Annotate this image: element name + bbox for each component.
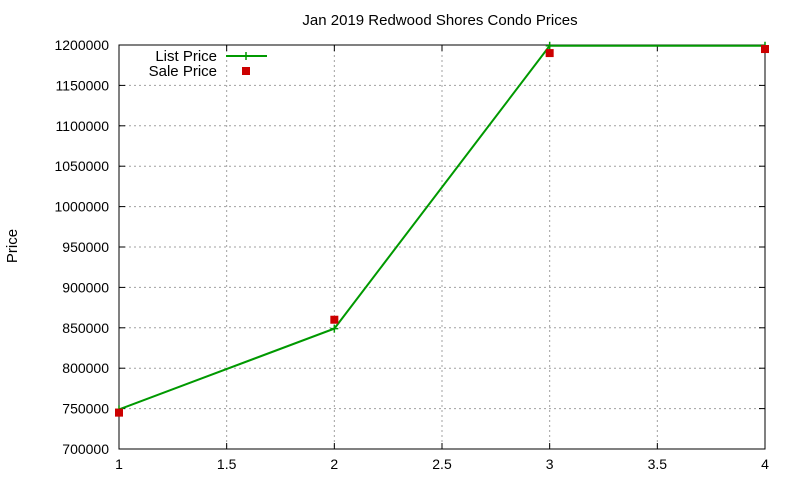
x-tick-label: 3 bbox=[546, 456, 554, 472]
legend-swatch-list-price-marker bbox=[242, 52, 250, 60]
x-tick-label: 1.5 bbox=[217, 456, 237, 472]
y-tick-label: 1050000 bbox=[54, 158, 109, 174]
legend-label-sale-price: Sale Price bbox=[149, 63, 217, 80]
grid-lines bbox=[119, 45, 765, 449]
legend-label-list-price: List Price bbox=[155, 48, 217, 65]
y-tick-label: 1000000 bbox=[54, 199, 109, 215]
y-tick-label: 1200000 bbox=[54, 37, 109, 53]
x-tick-label: 2 bbox=[330, 456, 338, 472]
data-series bbox=[115, 41, 769, 417]
y-tick-label: 800000 bbox=[62, 360, 109, 376]
legend-swatch-sale-price-marker bbox=[242, 67, 250, 75]
x-tick-label: 1 bbox=[115, 456, 123, 472]
list-price-line bbox=[118, 44, 765, 411]
x-tick-label: 2.5 bbox=[432, 456, 452, 472]
legend: List Price Sale Price bbox=[149, 48, 267, 80]
y-tick-label: 1150000 bbox=[56, 77, 110, 93]
y-tick-label: 850000 bbox=[62, 320, 109, 336]
sale-price-point bbox=[545, 49, 554, 58]
list-price-point bbox=[545, 41, 554, 50]
sale-price-point bbox=[761, 45, 769, 54]
sale-price-point bbox=[330, 315, 339, 324]
x-tick-label: 3.5 bbox=[648, 456, 668, 472]
y-tick-label: 900000 bbox=[62, 279, 109, 295]
x-tick-labels: 1 1.5 2 2.5 3 3.5 4 bbox=[115, 456, 769, 472]
y-tick-label: 700000 bbox=[62, 441, 109, 457]
y-tick-labels: 700000 750000 800000 850000 900000 950000 1000… bbox=[54, 37, 109, 457]
list-price-point bbox=[330, 324, 339, 333]
y-axis-label: Price bbox=[4, 229, 21, 263]
y-tick-label: 950000 bbox=[62, 239, 109, 255]
chart-title: Jan 2019 Redwood Shores Condo Prices bbox=[302, 12, 577, 29]
y-tick-label: 1100000 bbox=[56, 118, 110, 134]
x-tick-label: 4 bbox=[761, 456, 769, 472]
y-tick-label: 750000 bbox=[62, 401, 109, 417]
sale-price-point bbox=[115, 408, 123, 417]
